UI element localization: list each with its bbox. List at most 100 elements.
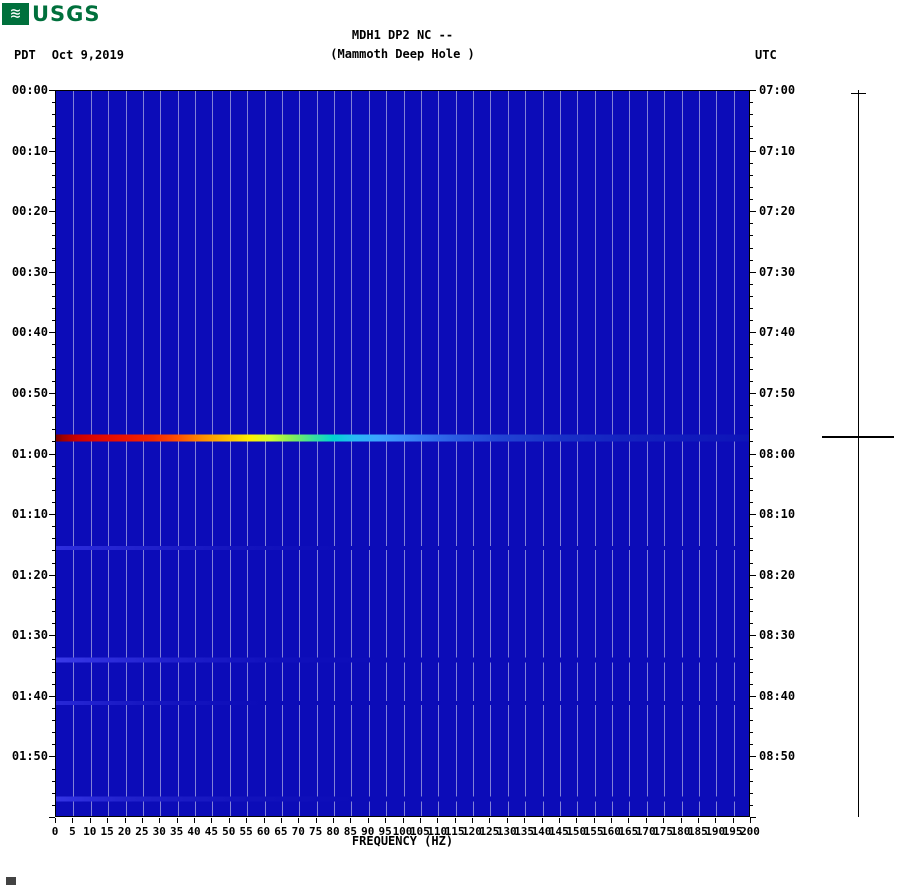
- right-time-label: 08:20: [759, 567, 796, 582]
- x-tick-label: 160: [601, 825, 621, 838]
- date-label: Oct 9,2019: [51, 48, 124, 62]
- tz-right-label: UTC: [755, 48, 777, 62]
- left-y-tick: [52, 768, 55, 770]
- timezone-date: PDT Oct 9,2019: [14, 48, 124, 62]
- right-y-tick: [750, 744, 753, 746]
- gridline-195hz: [733, 91, 735, 816]
- left-y-tick: [52, 283, 55, 285]
- x-tick-label: 125: [479, 825, 500, 838]
- right-y-tick: [750, 138, 753, 140]
- gridline-120hz: [473, 91, 474, 816]
- tz-left-label: PDT: [14, 48, 36, 62]
- corner-mark: [6, 877, 16, 885]
- x-tick-label: 195: [722, 825, 743, 838]
- right-y-tick: [750, 465, 753, 467]
- x-tick: [263, 818, 265, 823]
- left-time-label: 00:20: [11, 204, 48, 219]
- right-y-tick: [750, 186, 753, 188]
- left-y-tick: [52, 344, 55, 346]
- left-y-tick: [52, 707, 55, 709]
- left-y-tick: [52, 223, 55, 225]
- x-tick: [385, 818, 387, 823]
- x-tick-label: 85: [343, 825, 357, 838]
- station-title: MDH1 DP2 NC --: [351, 28, 454, 42]
- x-tick: [489, 818, 491, 823]
- right-y-tick: [750, 756, 756, 758]
- gridline-85hz: [351, 91, 353, 816]
- left-y-tick: [52, 259, 55, 261]
- right-y-tick: [750, 417, 753, 419]
- left-y-tick: [52, 441, 55, 443]
- left-y-tick: [52, 792, 55, 794]
- left-y-tick: [49, 271, 55, 273]
- right-y-tick: [750, 562, 753, 564]
- x-tick: [55, 818, 56, 823]
- right-y-tick: [750, 356, 753, 358]
- left-y-tick: [52, 417, 55, 419]
- right-y-tick: [750, 441, 753, 443]
- right-y-tick: [750, 392, 756, 394]
- left-y-tick: [52, 380, 55, 382]
- x-tick-label: 0: [51, 825, 59, 838]
- right-y-tick: [750, 199, 753, 201]
- left-y-tick: [49, 90, 55, 91]
- x-tick-label: 180: [670, 825, 691, 838]
- x-tick-label: 105: [409, 825, 430, 838]
- right-y-tick: [750, 368, 753, 370]
- left-y-tick: [52, 138, 55, 140]
- right-y-tick: [750, 635, 756, 637]
- amplitude-trace-line: [858, 90, 859, 817]
- left-time-label: 00:50: [11, 385, 48, 400]
- right-y-tick: [750, 768, 753, 770]
- left-y-tick: [52, 562, 55, 564]
- x-tick-label: 90: [361, 825, 375, 838]
- left-y-tick: [52, 804, 55, 806]
- left-y-tick: [52, 477, 55, 479]
- right-y-tick: [750, 671, 753, 673]
- x-tick-label: 100: [392, 825, 413, 838]
- gridline-150hz: [577, 91, 579, 816]
- right-y-tick: [750, 647, 753, 649]
- right-time-label: 08:50: [759, 749, 796, 764]
- x-tick: [715, 818, 717, 823]
- left-time-label: 01:00: [11, 446, 48, 461]
- gridline-15hz: [108, 91, 110, 816]
- x-tick-label: 190: [705, 825, 726, 838]
- x-tick-label: 115: [444, 825, 465, 838]
- x-tick: [628, 818, 630, 823]
- left-y-tick: [52, 102, 55, 104]
- x-tick: [176, 818, 178, 823]
- x-tick-label: 95: [378, 825, 392, 838]
- left-y-tick: [52, 538, 55, 540]
- left-y-tick: [49, 150, 55, 152]
- left-y-tick: [52, 611, 55, 613]
- right-time-label: 07:00: [759, 83, 796, 97]
- left-y-tick: [52, 744, 55, 746]
- x-tick: [524, 818, 526, 823]
- x-tick-label: 165: [618, 825, 639, 838]
- gridline-60hz: [264, 91, 266, 816]
- right-y-tick: [750, 114, 753, 116]
- x-tick: [159, 818, 161, 823]
- x-tick: [107, 818, 109, 823]
- right-time-label: 08:10: [759, 507, 796, 522]
- gridline-35hz: [177, 91, 179, 816]
- x-tick: [211, 818, 213, 823]
- left-time-label: 00:40: [11, 325, 48, 340]
- left-time-label: 00:00: [11, 83, 48, 97]
- x-tick-label: 185: [687, 825, 708, 838]
- x-tick-label: 60: [256, 825, 271, 838]
- left-y-tick: [52, 780, 55, 782]
- left-y-tick: [52, 623, 55, 625]
- x-tick-label: 135: [514, 825, 535, 838]
- x-tick: [280, 818, 282, 823]
- left-y-tick: [49, 453, 55, 455]
- gridline-185hz: [698, 91, 700, 816]
- left-y-tick: [52, 162, 55, 164]
- right-y-tick: [750, 102, 753, 104]
- right-y-tick: [750, 405, 753, 407]
- left-y-tick: [52, 598, 55, 600]
- x-tick-label: 75: [309, 825, 323, 838]
- x-tick-label: 70: [291, 825, 305, 838]
- left-y-tick: [52, 671, 55, 673]
